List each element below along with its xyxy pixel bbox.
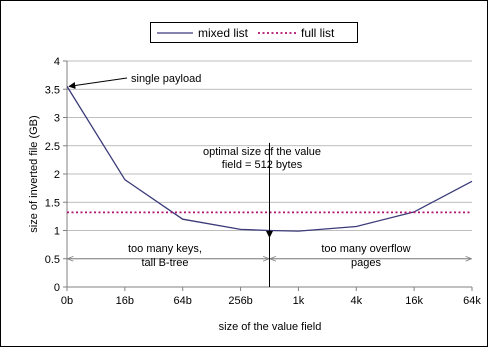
annotation-left-region-line2: tall B-tree (141, 257, 188, 269)
x-tick-label-64k: 64k (463, 295, 481, 307)
x-tick-label-16b: 16b (116, 295, 134, 307)
x-axis-title: size of the value field (219, 321, 322, 333)
y-tick-label-2: 2 (54, 169, 60, 181)
x-tick-label-16k: 16k (405, 295, 423, 307)
y-tick-label-3.5: 3.5 (45, 84, 60, 96)
y-tick-label-0.5: 0.5 (45, 254, 60, 266)
annotation-optimal-line1: optimal size of the value (203, 146, 321, 158)
y-axis-title: size of inverted file (GB) (28, 115, 40, 232)
legend-label-mixed-list: mixed list (198, 26, 249, 40)
annotation-single-payload: single payload (131, 73, 201, 85)
annotation-right-region-line2: pages (351, 257, 381, 269)
x-tick-label-256b: 256b (228, 295, 252, 307)
single-payload-arrow (68, 77, 128, 89)
y-tick-label-4: 4 (54, 56, 60, 68)
y-tick-label-3: 3 (54, 113, 60, 125)
x-tick-label-64b: 64b (174, 295, 192, 307)
x-tick-label-1k: 1k (293, 295, 305, 307)
annotation-right-region-line1: too many overflow (321, 243, 410, 255)
annotation-optimal-line2: field = 512 bytes (222, 159, 303, 171)
y-tick-label-1.5: 1.5 (45, 197, 60, 209)
y-tick-label-2.5: 2.5 (45, 141, 60, 153)
x-tick-label-0b: 0b (61, 295, 73, 307)
legend-label-full-list: full list (301, 26, 335, 40)
legend: mixed list full list (150, 22, 358, 43)
annotation-left-region-line1: too many keys, (128, 243, 202, 255)
annotations (68, 77, 471, 287)
x-tick-label-4k: 4k (350, 295, 362, 307)
legend-box (150, 22, 358, 43)
y-tick-label-0: 0 (54, 282, 60, 294)
y-tick-label-1: 1 (54, 226, 60, 238)
